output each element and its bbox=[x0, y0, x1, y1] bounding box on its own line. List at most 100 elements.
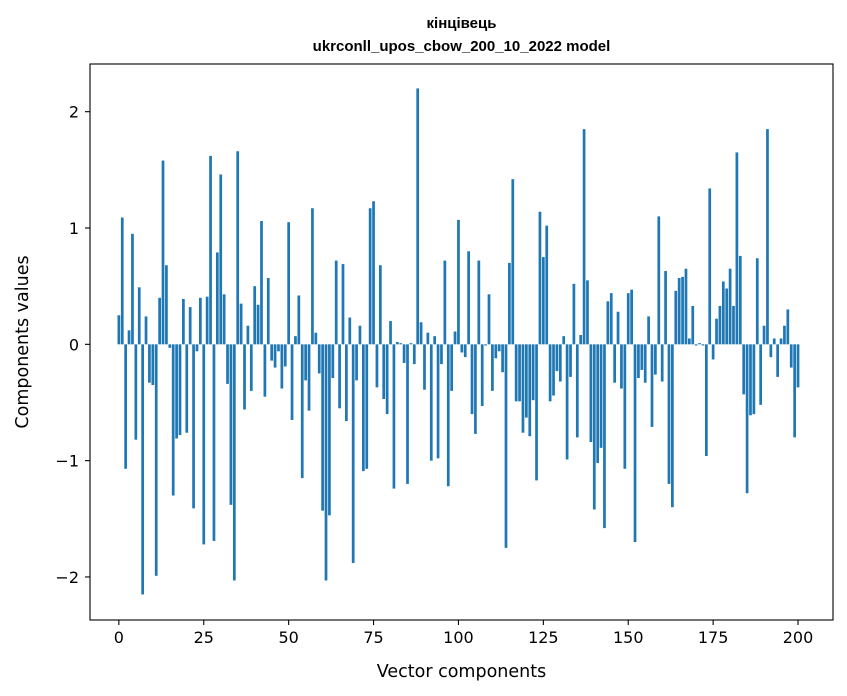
bar bbox=[429, 344, 433, 461]
bar bbox=[684, 268, 688, 345]
bar bbox=[148, 344, 151, 383]
bar bbox=[165, 265, 168, 345]
bar bbox=[131, 233, 134, 345]
y-tick-label: 1 bbox=[69, 219, 79, 238]
bar bbox=[749, 344, 752, 416]
bar bbox=[246, 325, 250, 345]
bar bbox=[535, 344, 538, 481]
bar bbox=[637, 344, 640, 379]
bar bbox=[701, 344, 705, 346]
bar bbox=[436, 344, 440, 459]
bar bbox=[630, 289, 633, 345]
bar bbox=[331, 344, 335, 379]
bar bbox=[609, 293, 613, 345]
bar bbox=[518, 344, 521, 402]
y-tick-label: 2 bbox=[69, 103, 79, 122]
bar bbox=[443, 260, 447, 345]
bar bbox=[385, 344, 389, 415]
bar bbox=[365, 344, 369, 469]
bar bbox=[406, 344, 409, 484]
bar bbox=[504, 344, 508, 548]
plot-frame bbox=[89, 63, 834, 621]
bar bbox=[674, 290, 678, 345]
bar bbox=[596, 344, 600, 463]
bar bbox=[290, 344, 294, 420]
bar bbox=[718, 305, 722, 345]
bar bbox=[783, 325, 786, 345]
bar bbox=[307, 344, 311, 411]
bar bbox=[480, 344, 484, 406]
bar bbox=[144, 316, 148, 345]
bar bbox=[355, 344, 358, 381]
bar bbox=[575, 344, 579, 438]
bar bbox=[188, 307, 192, 345]
bar bbox=[626, 293, 630, 345]
bar bbox=[572, 283, 576, 345]
bar bbox=[582, 129, 586, 345]
bar bbox=[671, 344, 674, 508]
bar bbox=[541, 257, 545, 345]
bar bbox=[321, 344, 324, 511]
bar bbox=[789, 344, 793, 368]
bar bbox=[158, 297, 161, 345]
bar bbox=[589, 344, 593, 443]
bar bbox=[378, 265, 382, 345]
bar bbox=[511, 179, 515, 345]
bar bbox=[311, 208, 314, 345]
bar bbox=[450, 344, 454, 391]
bar bbox=[477, 260, 481, 345]
bar bbox=[616, 311, 620, 345]
bar bbox=[521, 344, 525, 433]
bar bbox=[345, 344, 348, 422]
bar bbox=[470, 344, 474, 415]
bar bbox=[467, 251, 470, 345]
bar bbox=[691, 305, 695, 345]
x-tick-label: 175 bbox=[698, 628, 729, 647]
bar bbox=[137, 287, 141, 345]
bar bbox=[562, 336, 566, 345]
bar bbox=[796, 344, 800, 388]
bar bbox=[134, 344, 138, 440]
bar bbox=[402, 344, 406, 363]
bar bbox=[599, 344, 603, 448]
bar bbox=[688, 338, 691, 345]
bar bbox=[704, 344, 708, 456]
bar bbox=[334, 260, 338, 345]
bar bbox=[579, 335, 583, 345]
bar bbox=[341, 264, 345, 345]
bar bbox=[199, 297, 202, 345]
bar bbox=[239, 303, 243, 345]
bar bbox=[755, 258, 759, 345]
bar bbox=[491, 344, 494, 391]
bar bbox=[446, 344, 450, 487]
bar bbox=[776, 344, 780, 377]
bars-group bbox=[117, 88, 800, 595]
bar bbox=[389, 321, 392, 345]
y-axis: −2 −1 0 1 2 bbox=[55, 103, 90, 587]
bar bbox=[766, 129, 769, 345]
bar bbox=[647, 316, 650, 345]
bar bbox=[620, 344, 623, 389]
bar bbox=[759, 344, 763, 405]
bar bbox=[640, 344, 644, 370]
bar bbox=[762, 325, 766, 345]
bar bbox=[317, 344, 321, 374]
bar bbox=[229, 344, 233, 505]
bar bbox=[304, 344, 307, 381]
bar bbox=[457, 219, 460, 345]
bar bbox=[677, 278, 681, 345]
bar bbox=[178, 344, 182, 436]
x-tick-label: 150 bbox=[613, 628, 644, 647]
x-tick-label: 25 bbox=[194, 628, 214, 647]
bar bbox=[314, 332, 318, 345]
x-tick-label: 0 bbox=[114, 628, 124, 647]
bar bbox=[531, 344, 535, 401]
bar bbox=[338, 344, 341, 409]
bar bbox=[769, 344, 773, 358]
bar bbox=[772, 338, 776, 345]
bar bbox=[399, 343, 403, 345]
bar bbox=[558, 344, 562, 382]
bar bbox=[395, 342, 399, 345]
x-tick-label: 200 bbox=[783, 628, 814, 647]
